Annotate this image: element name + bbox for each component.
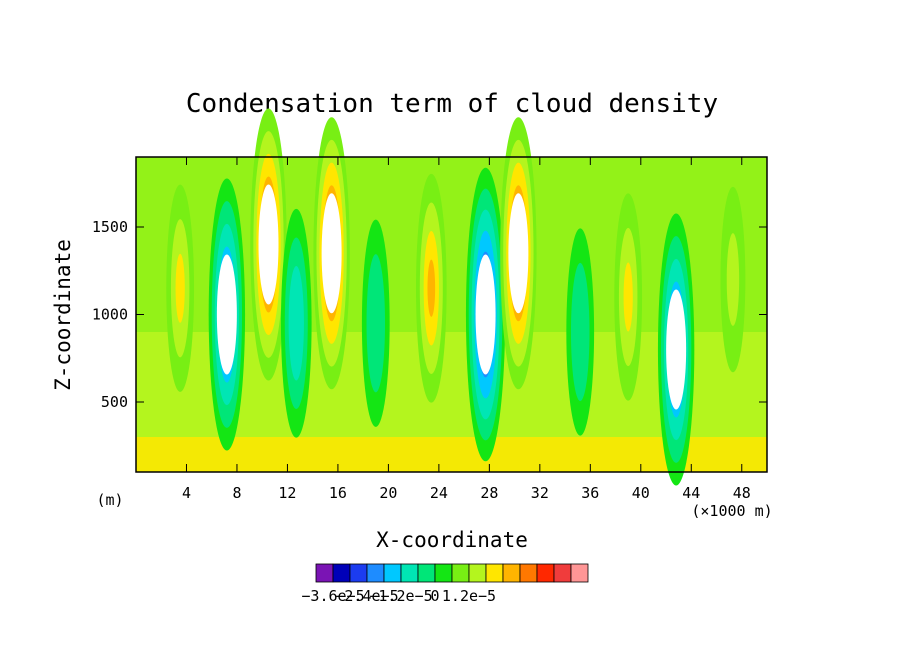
x-tick-label: 48	[733, 484, 751, 502]
x-tick-label: 36	[581, 484, 599, 502]
low-level-band	[136, 437, 767, 472]
contour-level	[575, 297, 585, 367]
x-tick-label: 28	[480, 484, 498, 502]
colorbar-swatch	[536, 563, 555, 583]
colorbar-swatch	[502, 563, 521, 583]
feature-negative-5	[361, 219, 390, 427]
y-tick-label: 1000	[92, 306, 128, 324]
contour-level	[726, 233, 740, 326]
feature-positive-6	[415, 173, 447, 403]
feature-negative-7	[465, 167, 506, 462]
y-axis-title: Z-coordinate	[51, 239, 75, 391]
feature-positive-12	[720, 186, 746, 373]
colorbar	[315, 563, 589, 583]
x-tick-label: 24	[430, 484, 448, 502]
colorbar-swatch	[315, 563, 334, 583]
colorbar-tick-label: 0	[430, 587, 439, 605]
x-tick-label: 40	[632, 484, 650, 502]
contour-overflow	[321, 193, 342, 314]
contour-level	[292, 294, 301, 352]
colorbar-swatch	[366, 563, 385, 583]
colorbar-swatch	[570, 563, 589, 583]
feature-positive-10	[614, 193, 643, 401]
colorbar-tick-label: 1.2e−5	[442, 587, 496, 605]
x-axis: 4 8 12 16 20 24 28 32 36 40 44 48	[182, 157, 751, 502]
x-tick-label: 4	[182, 484, 191, 502]
feature-negative-11	[657, 213, 695, 486]
colorbar-swatch	[553, 563, 572, 583]
colorbar-swatch	[434, 563, 453, 583]
contour-overflow	[258, 184, 279, 305]
x-unit-label: (m)	[96, 491, 123, 509]
y-tick-label: 1500	[92, 218, 128, 236]
colorbar-labels: −3.6e−5−2.4e−5−1.2e−50 1.2e−5	[301, 587, 496, 605]
feature-negative-1	[208, 178, 246, 451]
feature-positive-0	[166, 184, 195, 392]
colorbar-swatch	[485, 563, 504, 583]
x-tick-label: 12	[278, 484, 296, 502]
contour-level	[623, 262, 633, 332]
contour-level	[371, 288, 381, 358]
contour-features	[166, 108, 746, 486]
colorbar-swatch	[519, 563, 538, 583]
contour-overflow	[475, 254, 496, 375]
chart-title: Condensation term of cloud density	[186, 89, 718, 119]
x-tick-label: 16	[329, 484, 347, 502]
feature-positive-8	[500, 117, 537, 390]
colorbar-swatch	[400, 563, 419, 583]
feature-negative-3	[280, 208, 312, 438]
colorbar-tick-label: −2.4e−5	[335, 587, 398, 605]
colorbar-tick-label: −1.2e−5	[369, 587, 432, 605]
x-tick-label: 8	[232, 484, 241, 502]
colorbar-swatch	[383, 563, 402, 583]
x-axis-title: X-coordinate	[376, 528, 528, 552]
x-tick-label: 20	[379, 484, 397, 502]
colorbar-swatch	[451, 563, 470, 583]
feature-positive-2	[250, 108, 287, 381]
x-tick-label: 32	[531, 484, 549, 502]
feature-negative-9	[566, 228, 595, 436]
contour-overflow	[508, 193, 529, 314]
contour-level	[175, 253, 185, 323]
y-axis: 500 1000 1500	[92, 218, 767, 411]
colorbar-swatch	[417, 563, 436, 583]
contour-overflow	[216, 254, 237, 375]
colorbar-swatch	[349, 563, 368, 583]
feature-positive-4	[313, 117, 350, 390]
colorbar-swatch	[468, 563, 487, 583]
y-tick-label: 500	[101, 393, 128, 411]
x-scale-label: (×1000 m)	[691, 502, 772, 520]
colorbar-tick-label: −3.6e−5	[301, 587, 364, 605]
colorbar-swatch	[332, 563, 351, 583]
contour-level	[427, 259, 436, 317]
x-tick-label: 44	[682, 484, 700, 502]
plot-area	[135, 108, 768, 486]
contour-overflow	[666, 289, 687, 410]
